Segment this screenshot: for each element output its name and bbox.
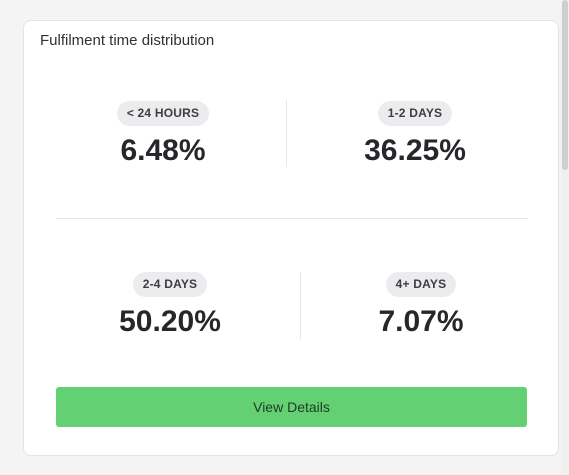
stat-under-24-hours: < 24 HOURS 6.48%: [63, 101, 263, 168]
vertical-divider: [300, 272, 301, 339]
stat-label: 2-4 DAYS: [132, 272, 208, 297]
fulfilment-card: Fulfilment time distribution < 24 HOURS …: [23, 20, 559, 456]
stat-value: 7.07%: [378, 305, 464, 338]
stat-value: 36.25%: [364, 134, 466, 167]
card-title: Fulfilment time distribution: [40, 32, 215, 49]
stat-label: 4+ DAYS: [385, 272, 457, 297]
stat-1-2-days: 1-2 DAYS 36.25%: [315, 101, 515, 168]
stat-label: 1-2 DAYS: [377, 101, 453, 126]
page-scrollbar[interactable]: [561, 0, 569, 475]
view-details-button[interactable]: View Details: [56, 387, 527, 427]
stat-value: 50.20%: [119, 305, 221, 338]
stat-4-plus-days: 4+ DAYS 7.07%: [321, 272, 521, 339]
horizontal-divider: [56, 218, 528, 219]
stat-2-4-days: 2-4 DAYS 50.20%: [70, 272, 270, 339]
vertical-divider: [286, 100, 287, 167]
stat-value: 6.48%: [120, 134, 206, 167]
stat-label: < 24 HOURS: [116, 101, 210, 126]
scrollbar-thumb[interactable]: [562, 0, 568, 170]
